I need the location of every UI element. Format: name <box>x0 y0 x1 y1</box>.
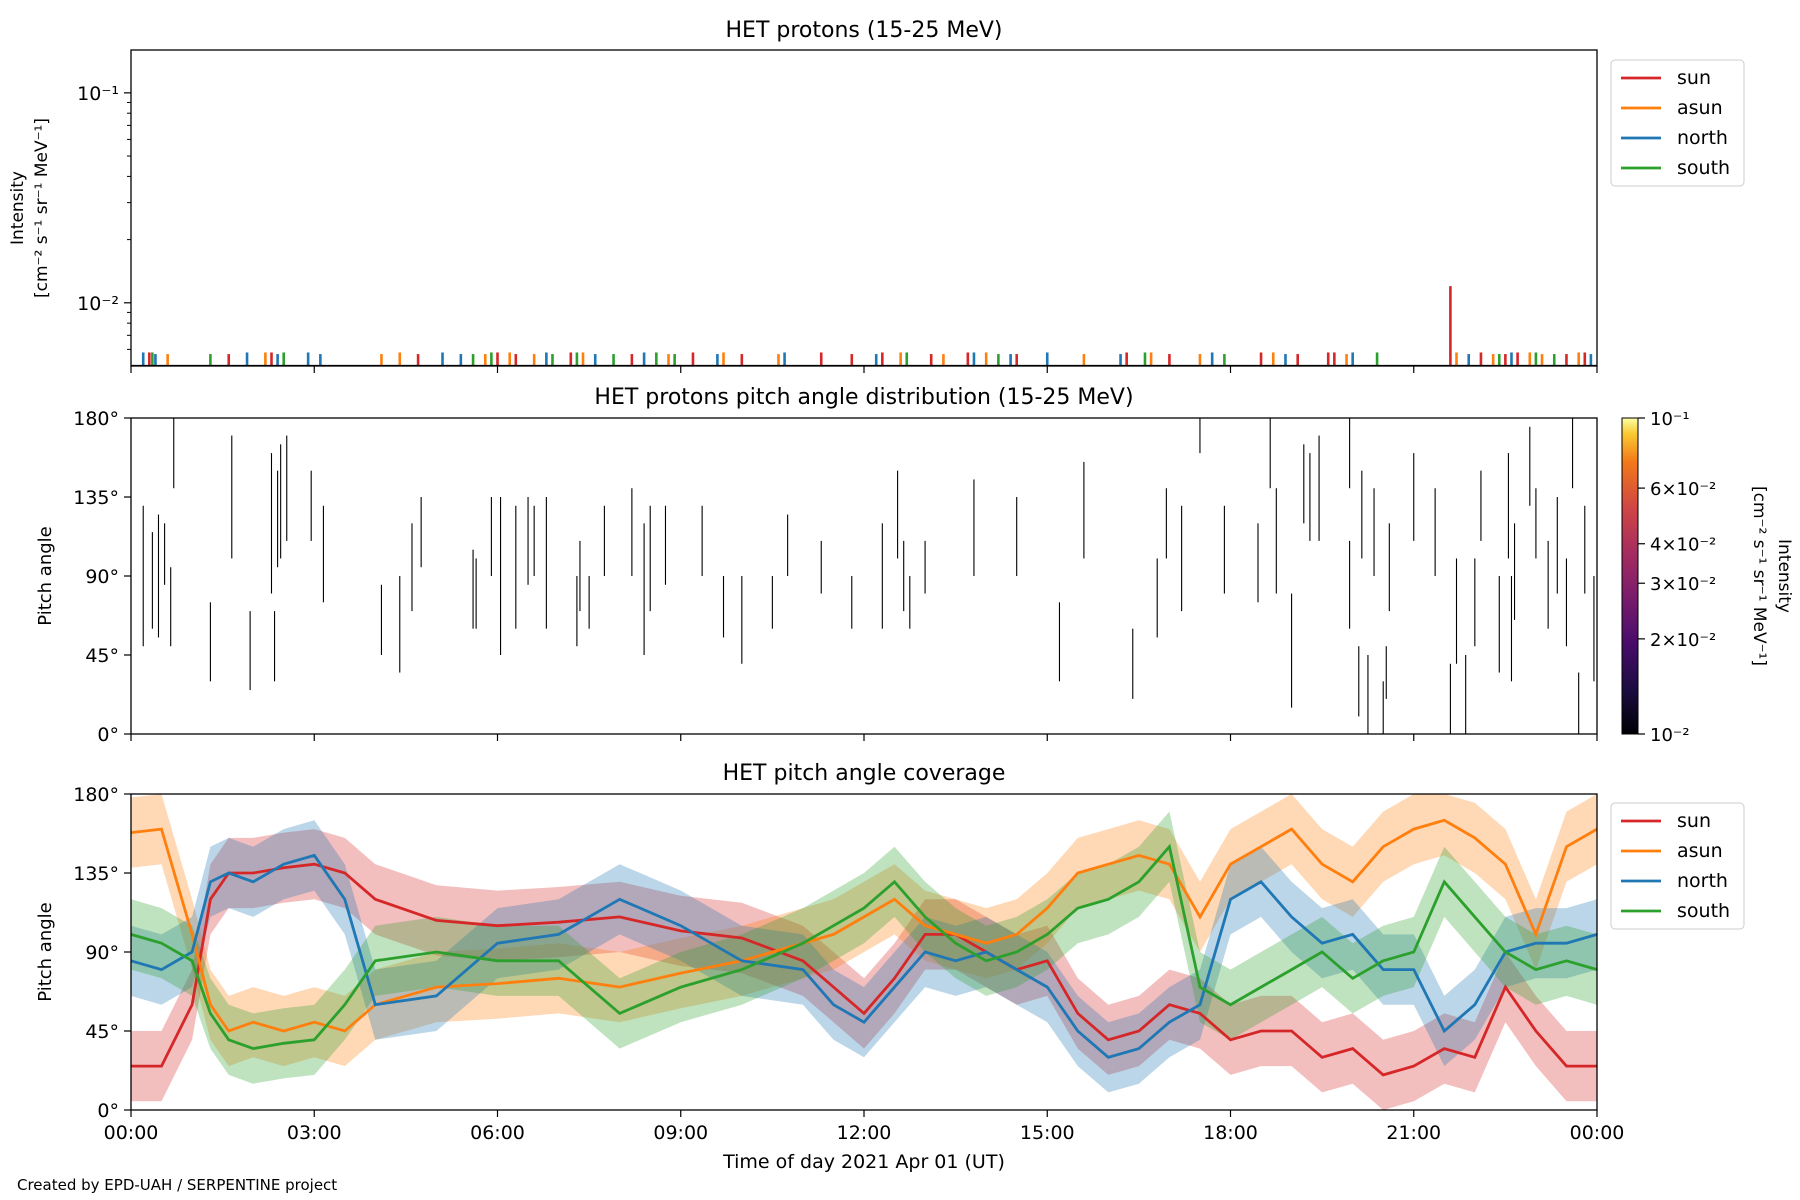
colorbar-tick-label: 6×10⁻² <box>1650 479 1716 500</box>
y-tick-label: 0° <box>97 724 119 746</box>
coverage-band-asun <box>131 794 1597 1067</box>
colorbar-tick-label: 3×10⁻² <box>1650 574 1716 595</box>
coverage-line-south <box>131 843 1597 1051</box>
y-axis: 10⁻¹ 10⁻² <box>77 83 131 350</box>
legend: sun asun north south <box>1610 802 1745 930</box>
legend-label: asun <box>1677 97 1723 119</box>
y-tick-label: 90° <box>85 566 119 588</box>
legend-label: sun <box>1677 810 1711 832</box>
legend: sun asun north south <box>1610 59 1745 187</box>
coverage-bands <box>131 794 1597 1110</box>
pad-segments <box>142 418 1595 734</box>
y-tick-label: 90° <box>85 942 119 964</box>
coverage-line-asun <box>131 818 1597 1033</box>
plot-frame <box>130 49 1598 367</box>
y-axis-label-line1: Intensity <box>8 171 28 245</box>
legend-label: south <box>1677 900 1730 922</box>
x-tick-label: 06:00 <box>470 1122 525 1144</box>
y-axis: 0° 45° 90° 135° 180° <box>73 784 131 1122</box>
x-tick-label: 00:00 <box>104 1122 159 1144</box>
legend-box <box>1610 802 1745 930</box>
footer-credit: Created by EPD-UAH / SERPENTINE project <box>17 1176 338 1194</box>
colorbar-tick-label: 4×10⁻² <box>1650 535 1716 556</box>
y-tick-label: 10⁻² <box>77 293 119 315</box>
legend-label: asun <box>1677 840 1723 862</box>
y-tick-label: 10⁻¹ <box>77 83 119 105</box>
y-tick-label: 135° <box>73 487 119 509</box>
colorbar-tick-label: 2×10⁻² <box>1650 630 1716 651</box>
panel-title: HET protons (15-25 MeV) <box>726 18 1003 43</box>
y-tick-label: 135° <box>73 863 119 885</box>
legend-label: north <box>1677 127 1728 149</box>
coverage-lines <box>131 818 1597 1077</box>
y-tick-label: 45° <box>85 645 119 667</box>
colorbar-tick-label: 10⁻² <box>1650 725 1690 746</box>
coverage-band-north <box>131 820 1597 1093</box>
x-tick-label: 03:00 <box>287 1122 342 1144</box>
pad-panel: HET protons pitch angle distribution (15… <box>35 385 1794 746</box>
plot-frame <box>130 417 1598 735</box>
x-tick-label: 21:00 <box>1386 1122 1441 1144</box>
y-tick-label: 0° <box>97 1100 119 1122</box>
y-axis: 0° 45° 90° 135° 180° <box>73 408 131 746</box>
legend-label: north <box>1677 870 1728 892</box>
colorbar-label-line2: [cm⁻² s⁻¹ sr⁻¹ MeV⁻¹] <box>1749 486 1769 666</box>
y-tick-label: 180° <box>73 784 119 806</box>
panel-title: HET pitch angle coverage <box>723 761 1006 786</box>
panel-title: HET protons pitch angle distribution (15… <box>594 385 1133 410</box>
colorbar-ticks: 10⁻¹ 6×10⁻² 4×10⁻² 3×10⁻² 2×10⁻² 10⁻² <box>1638 409 1716 746</box>
y-tick-label: 45° <box>85 1021 119 1043</box>
coverage-line-north <box>131 853 1597 1059</box>
colorbar-tick-label: 10⁻¹ <box>1650 409 1690 430</box>
colorbar-label-line1: Intensity <box>1774 539 1794 613</box>
y-tick-label: 180° <box>73 408 119 430</box>
x-tick-label: 12:00 <box>837 1122 892 1144</box>
coverage-panel: HET pitch angle coverage 0° 45° 90° 135° 180… <box>35 366 1745 1173</box>
intensity-panel: HET protons (15-25 MeV) 10⁻¹ 10⁻² Intensi… <box>8 18 1745 367</box>
x-tick-label: 00:00 <box>1570 1122 1625 1144</box>
legend-box <box>1610 59 1745 187</box>
y-axis-label: Pitch angle <box>35 902 56 1001</box>
legend-label: sun <box>1677 67 1711 89</box>
series-group <box>131 286 1597 367</box>
coverage-band-south <box>131 811 1597 1084</box>
x-tick-label: 15:00 <box>1020 1122 1075 1144</box>
x-tick-label: 18:00 <box>1203 1122 1258 1144</box>
legend-label: south <box>1677 157 1730 179</box>
x-axis-label: Time of day 2021 Apr 01 (UT) <box>722 1151 1005 1173</box>
x-axis: 00:00 03:00 06:00 09:00 12:00 15:00 18:00 21:00… <box>104 366 1625 1144</box>
y-axis-label-line2: [cm⁻² s⁻¹ sr⁻¹ MeV⁻¹] <box>32 118 52 298</box>
colorbar <box>1621 417 1639 735</box>
y-axis-label: Pitch angle <box>35 526 56 625</box>
x-tick-label: 09:00 <box>653 1122 708 1144</box>
